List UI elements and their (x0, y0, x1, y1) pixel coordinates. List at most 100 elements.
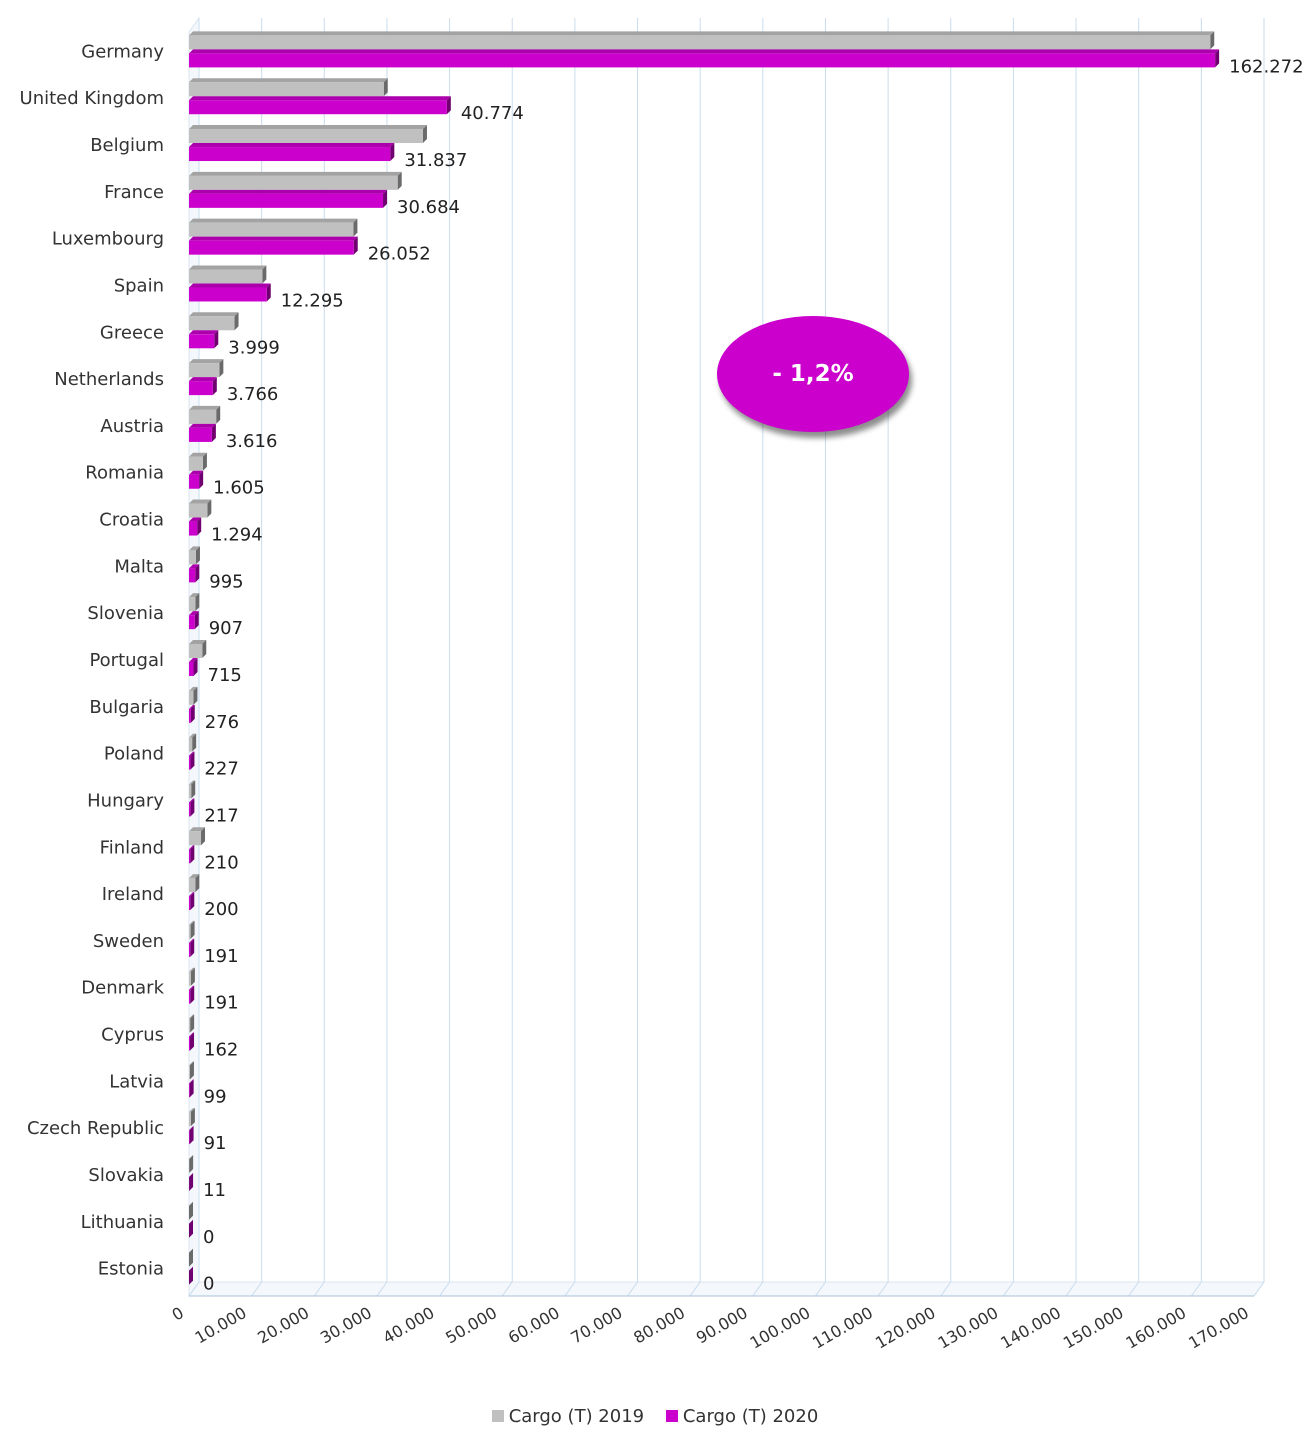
x-tick-label: 80.000 (630, 1303, 688, 1347)
bar-2020-side (189, 1266, 193, 1285)
bar-2020-front (189, 708, 191, 723)
bar-2019-front (189, 1112, 191, 1127)
bar-2019-side (189, 1061, 194, 1080)
bar-2019-top (189, 1154, 194, 1159)
bar-2019 (189, 171, 402, 190)
bar-2020-top (189, 892, 195, 897)
bar-2020-side (190, 751, 195, 770)
bar-2020-side (212, 377, 217, 396)
data-label: 26.052 (368, 244, 431, 265)
category-label: Poland (104, 744, 164, 765)
bar-2019 (189, 920, 195, 939)
bar-2020 (189, 658, 198, 676)
category-label: Slovenia (87, 603, 164, 624)
bar-2019-front (189, 269, 263, 284)
category-label: Portugal (89, 650, 164, 671)
bar-2020-top (189, 938, 195, 943)
x-tick-label: 140.000 (997, 1303, 1064, 1353)
bar-2019-top (189, 125, 427, 130)
bar-2020 (189, 892, 195, 911)
bar-2019-front (189, 222, 354, 237)
bar-2020-top (189, 985, 195, 990)
data-label: 217 (204, 805, 238, 826)
data-label: 3.766 (227, 384, 279, 405)
gridline-floor (251, 1281, 263, 1297)
bar-2019-top (189, 1014, 195, 1019)
data-label: 907 (209, 618, 243, 639)
category-label: Ireland (102, 884, 164, 905)
floor (188, 1281, 1265, 1297)
bar-2019 (189, 265, 267, 284)
bar-2020 (189, 49, 1220, 68)
bar-2020-top (189, 704, 195, 709)
bar-2019-side (191, 780, 196, 799)
bar-2020-top (189, 1032, 195, 1037)
bar-2019-side (353, 218, 358, 237)
bar-2020-side (189, 1126, 194, 1145)
bar-2019-top (189, 686, 198, 691)
gridline-floor (376, 1281, 388, 1297)
category-label: Denmark (81, 978, 164, 999)
bar-2020-top (189, 143, 395, 148)
category-label: Sweden (93, 931, 164, 952)
bar-2020-side (383, 189, 388, 208)
bar-2020-top (189, 377, 217, 382)
bar-2019 (189, 1201, 193, 1220)
bar-2019 (189, 499, 212, 518)
category-label: Slovakia (88, 1165, 164, 1186)
bar-2020-side (190, 798, 195, 817)
bar-2020-top (189, 751, 195, 756)
bar-2020-side (197, 517, 202, 536)
bar-2019-front (189, 409, 217, 424)
legend-swatch-2019 (491, 1410, 504, 1422)
bar-2020 (189, 1219, 193, 1238)
bar-2019-top (189, 780, 196, 785)
bar-2019-front (189, 503, 208, 518)
bar-2019-front (189, 175, 398, 190)
category-label: Malta (114, 556, 164, 577)
bar-2019-front (189, 82, 384, 97)
category-label: Greece (100, 322, 164, 343)
bar-2020-top (189, 283, 271, 288)
bar-2019-front (189, 456, 203, 471)
bar-2019-front (189, 924, 191, 939)
gridline-floor (627, 1281, 638, 1297)
bar-2019 (189, 593, 200, 612)
bar-2019-side (195, 874, 200, 893)
data-label: 227 (204, 759, 238, 780)
bar-2020 (189, 517, 202, 536)
bar-2019-top (189, 967, 195, 972)
bar-2020-front (189, 53, 1216, 68)
change-badge: - 1,2% (717, 316, 909, 432)
bar-2019-top (189, 640, 207, 644)
bar-2019 (189, 827, 206, 846)
bar-2019-side (189, 1201, 193, 1220)
category-label: Hungary (87, 790, 164, 811)
bar-2019-side (190, 1014, 195, 1033)
x-tick-label: 20.000 (254, 1303, 312, 1347)
bar-2020-front (189, 755, 191, 770)
bar-2019-side (193, 686, 198, 705)
category-label: Belgium (90, 135, 164, 156)
gridline-floor (501, 1281, 513, 1297)
data-label: 162 (204, 1040, 238, 1061)
bar-2020-front (189, 287, 267, 302)
category-label: Croatia (99, 510, 164, 531)
bar-2020-side (266, 283, 271, 302)
bar-2019-front (189, 784, 192, 799)
bar-2020 (189, 377, 217, 396)
bar-2019-top (189, 874, 200, 879)
bar-2020 (189, 1079, 194, 1098)
legend-label-2020: Cargo (T) 2020 (682, 1406, 819, 1427)
bar-2019 (189, 546, 200, 565)
bar-2019-side (234, 312, 239, 331)
bar-2019-front (189, 971, 191, 986)
data-label: 191 (204, 993, 238, 1014)
bar-2020-top (189, 798, 195, 803)
x-tick-label: 10.000 (192, 1303, 250, 1347)
bar-2020-top (189, 189, 388, 194)
bar-2019-side (201, 827, 206, 846)
bar-2020 (189, 283, 271, 302)
x-tick-label: 30.000 (317, 1303, 375, 1347)
bar-2019-top (189, 1061, 194, 1066)
